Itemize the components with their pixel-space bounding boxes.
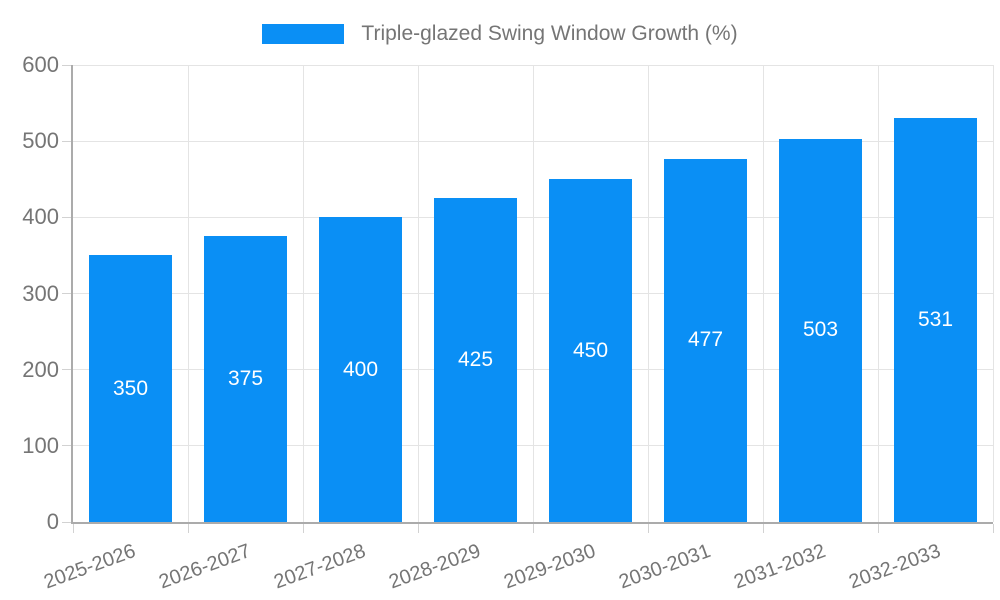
x-axis-tick [532, 524, 534, 533]
y-axis-tick [62, 521, 71, 523]
x-axis-line [71, 522, 993, 524]
bar-value-label: 531 [917, 307, 954, 331]
y-axis-label: 300 [22, 280, 59, 306]
bar[interactable]: 350 [89, 255, 172, 522]
bar-value-label: 400 [342, 357, 379, 381]
y-axis-tick [62, 293, 71, 294]
x-axis-tick [417, 524, 419, 533]
bar[interactable]: 477 [664, 158, 747, 522]
vertical-gridline [877, 65, 879, 522]
bar-value-label: 477 [687, 328, 724, 352]
legend-label: Triple-glazed Swing Window Growth (%) [361, 22, 738, 45]
y-axis-label: 100 [22, 432, 59, 458]
y-axis-tick [62, 216, 71, 218]
bar[interactable]: 503 [779, 138, 862, 522]
bar-value-label: 350 [112, 376, 149, 400]
x-axis-tick [762, 524, 764, 533]
vertical-gridline [992, 65, 994, 522]
y-axis-label: 0 [46, 509, 59, 534]
legend[interactable]: Triple-glazed Swing Window Growth (%) [0, 22, 1000, 46]
y-axis-tick [62, 445, 71, 447]
x-axis-tick [992, 524, 994, 533]
vertical-gridline [647, 65, 649, 522]
y-axis-line [71, 65, 73, 522]
vertical-gridline [417, 65, 419, 522]
vertical-gridline [762, 65, 764, 522]
bar[interactable]: 531 [894, 117, 977, 522]
bar[interactable]: 450 [549, 179, 632, 522]
x-axis-tick [72, 524, 74, 533]
y-axis-label: 200 [22, 356, 59, 382]
vertical-gridline [187, 65, 189, 522]
y-axis-label: 600 [22, 52, 59, 77]
x-axis-tick [877, 524, 879, 533]
plot-area: 0 100 200 300 400 500 600 350 375 400 425 450 477 503… [22, 52, 994, 593]
bar[interactable]: 400 [319, 217, 402, 522]
y-axis-tick [62, 64, 71, 66]
x-axis-tick [302, 524, 304, 533]
bar-value-label: 450 [572, 338, 609, 362]
legend-swatch [262, 24, 345, 44]
bar[interactable]: 425 [434, 198, 517, 522]
bar-value-label: 503 [802, 318, 839, 342]
vertical-gridline [532, 65, 534, 522]
x-axis-tick [647, 524, 649, 533]
y-axis-label: 500 [22, 128, 59, 154]
y-axis-label: 400 [22, 204, 59, 230]
vertical-gridline [302, 65, 304, 522]
bar-value-label: 425 [457, 348, 494, 372]
bar[interactable]: 375 [204, 236, 287, 522]
y-axis-tick [62, 369, 71, 371]
x-axis-tick [187, 524, 189, 533]
bar-value-label: 375 [227, 367, 264, 391]
y-axis-tick [62, 140, 71, 142]
